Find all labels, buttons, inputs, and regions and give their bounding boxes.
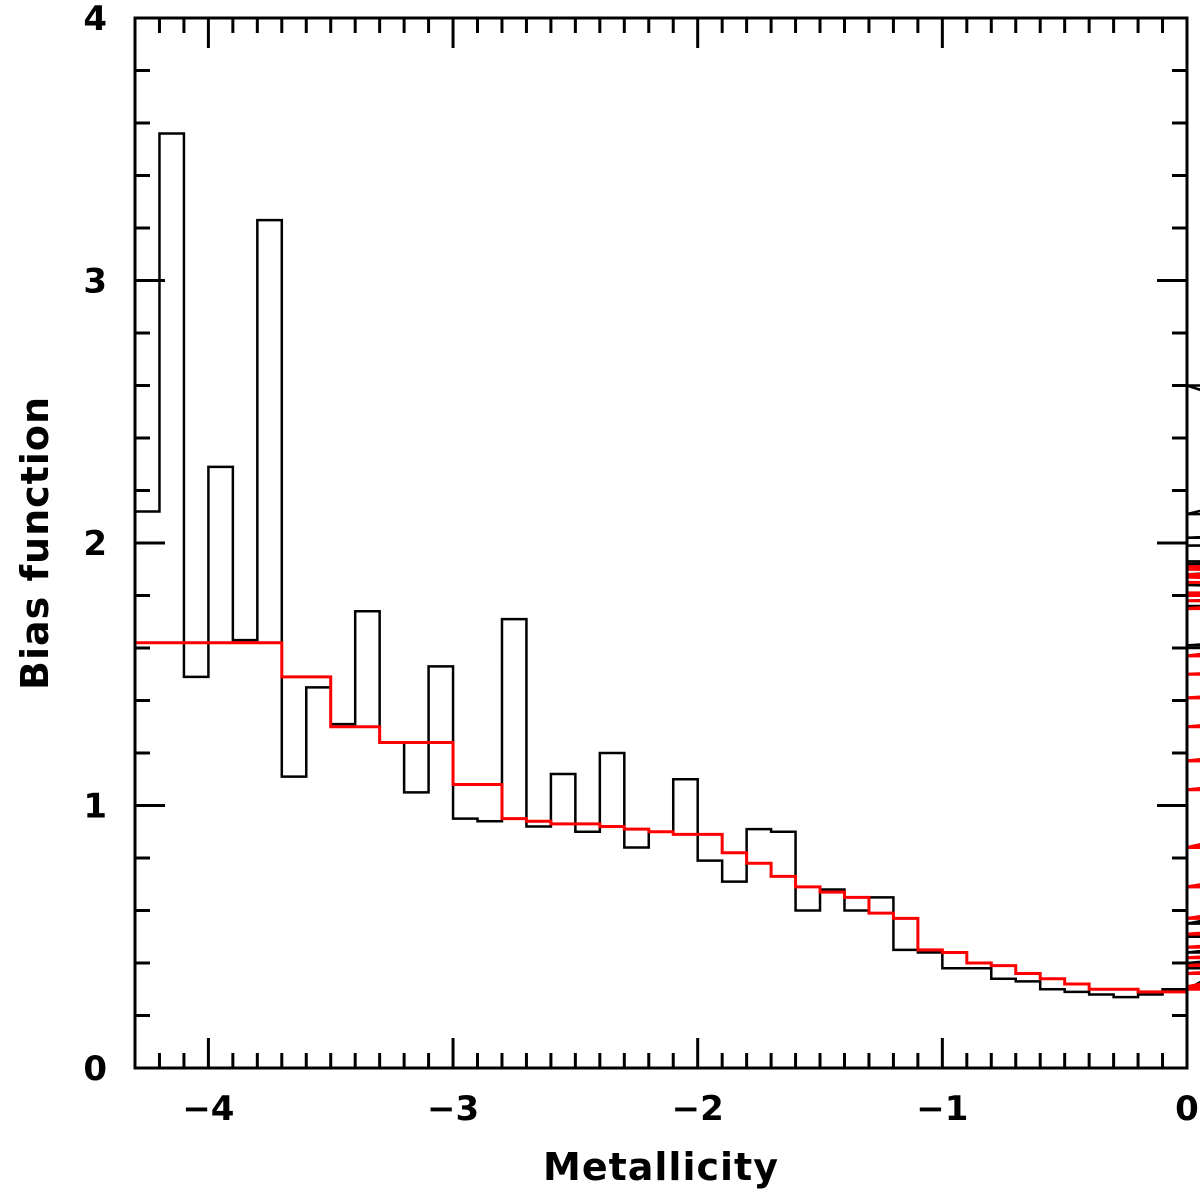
x-tick-label: −2 (672, 1089, 724, 1129)
y-tick-label: 2 (83, 524, 107, 564)
y-tick-label: 4 (83, 0, 107, 39)
x-tick-label: −4 (182, 1089, 234, 1129)
y-tick-label: 1 (83, 787, 107, 827)
y-tick-label: 3 (83, 262, 107, 302)
x-tick-label: 0 (1175, 1089, 1199, 1129)
x-tick-label: −1 (916, 1089, 968, 1129)
y-tick-label: 0 (83, 1049, 107, 1089)
tick-labels: −4 −3 −2 −1 0 0 1 2 3 4 (83, 0, 1199, 1129)
plot-frame (133, 16, 1189, 1070)
series-layer (135, 132, 1200, 999)
x-axis-label: Metallicity (543, 1145, 779, 1189)
x-tick-label: −3 (427, 1089, 479, 1129)
axis-ticks (133, 16, 1189, 1070)
smoothed-bias-step-line (135, 565, 1200, 994)
y-axis-label: Bias function (13, 396, 57, 690)
raw-bias-step-line (135, 132, 1200, 999)
